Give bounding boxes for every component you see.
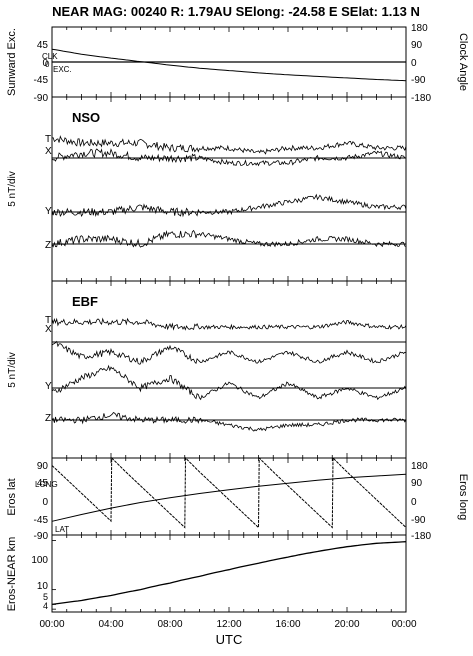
ytick-left: 5 [43,592,48,602]
ytick-left: 45 [37,478,49,489]
nso-frame [51,96,407,282]
x-axis: 00:00 04:00 08:00 12:00 16:00 20:00 00:0… [39,619,416,647]
ebf-trace-label: X [45,324,52,335]
ytick-left: 45 [37,40,49,51]
lat-annotation: LAT [55,525,69,534]
ytick-left: -45 [34,515,49,526]
x-tick-label: 00:00 [391,619,416,630]
x-tick-label: 16:00 [275,619,300,630]
nso-panel: NSO 5 nT/div T X Y Z [7,96,407,282]
nso-trace-label: Y [45,206,52,217]
x-tick-label: 20:00 [334,619,359,630]
ytick-right: 180 [411,461,428,472]
ytick-right: 90 [411,478,423,489]
zero-annotation: 0 [45,60,50,69]
clock-ylabel: Clock Angle [457,33,469,91]
eros-lat-long-panel: Eros lat Eros long 90 45 0 -45 -90 180 9… [6,457,469,542]
series-line-long [51,456,407,529]
ytick-left: -90 [34,93,49,104]
clk-annotation: CLK [42,52,58,61]
ebf-trace-label: Y [45,381,52,392]
nso-series-z [51,229,407,248]
chart-marks [51,27,407,612]
ytick-left: -45 [34,75,49,86]
series-line-lat [51,473,407,522]
nso-trace-label: Z [45,240,51,251]
ytick-right: 0 [411,497,417,508]
eros-long-ylabel: Eros long [457,474,469,520]
nso-trace-label: T [45,134,51,145]
eros-latlong-frame [51,457,407,536]
ytick-left: 4 [43,601,48,611]
ytick-right: -180 [411,93,431,104]
nso-title: NSO [72,110,100,125]
ytick-left: 90 [37,461,49,472]
plot-title: NEAR MAG: 00240 R: 1.79AU SElong: -24.58… [52,4,420,19]
ebf-series-z [51,411,407,432]
nso-series-x [51,148,407,167]
ebf-trace-label: T [45,315,51,326]
ytick-right: 90 [411,40,423,51]
x-tick-label: 04:00 [98,619,123,630]
ebf-trace-label: Z [45,413,51,424]
nso-series-y [51,193,407,218]
ytick-right: -90 [411,515,426,526]
nso-series-t [51,135,407,155]
x-tick-label: 12:00 [216,619,241,630]
ytick-right: -180 [411,531,431,542]
ytick-left: 0 [42,58,48,69]
ytick-left: 100 [31,555,48,566]
x-axis-label: UTC [216,632,243,647]
ytick-left: 10 [37,581,49,592]
nso-trace-label: X [45,146,52,157]
ytick-right: 0 [411,58,417,69]
ebf-series-t [51,317,407,331]
nso-ylabel: 5 nT/div [7,171,18,207]
eros-lat-ylabel: Eros lat [6,478,18,515]
ebf-ylabel: 5 nT/div [7,352,18,388]
long-annotation: LONG [35,480,58,489]
series-line-exc [51,48,407,82]
series-line-distance [51,541,407,606]
sunward-clock-panel: Sunward Exc. Clock Angle 45 0 -45 -90 18… [6,23,469,104]
ebf-series-x [51,340,407,365]
ytick-left: -90 [34,531,49,542]
ytick-right: 180 [411,23,428,34]
ebf-title: EBF [72,294,98,309]
distance-ylabel: Eros-NEAR km [6,537,18,612]
exc-annotation: EXC. [53,65,72,74]
sunward-ylabel: Sunward Exc. [6,28,18,96]
ebf-series-y [51,364,407,401]
ytick-left: 0 [42,497,48,508]
ytick-right: -90 [411,75,426,86]
ebf-panel: EBF 5 nT/div T X Y Z [7,280,407,459]
x-tick-label: 00:00 [39,619,64,630]
x-tick-label: 08:00 [157,619,182,630]
